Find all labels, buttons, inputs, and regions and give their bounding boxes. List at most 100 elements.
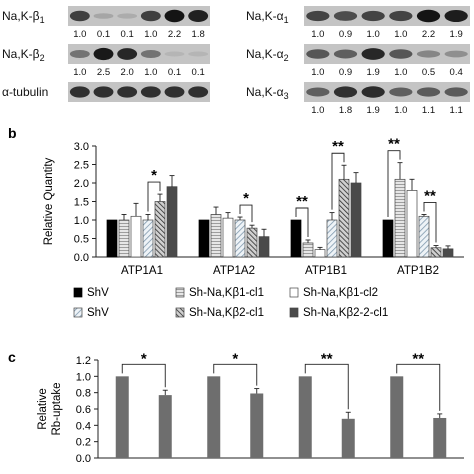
bar — [258, 236, 270, 258]
significance-label: * — [151, 167, 157, 184]
significance-bracket — [396, 363, 441, 411]
significance-bracket — [304, 363, 349, 410]
blot-band — [389, 10, 413, 22]
bar — [250, 393, 264, 458]
y-tick-label: 1.0 — [76, 371, 91, 383]
blot-band — [333, 49, 358, 59]
blot-quant-value: 1.1 — [422, 105, 435, 116]
significance-label: ** — [332, 138, 344, 155]
blot-quant-value: 0.9 — [339, 67, 352, 78]
bar — [338, 178, 350, 258]
blot-quant-value: 1.9 — [450, 29, 463, 40]
blot-band — [188, 10, 209, 22]
legend-label: Sh-Na,Kβ2-2-cl1 — [303, 307, 388, 319]
bar — [158, 395, 172, 458]
blot-quant-value: 1.0 — [144, 29, 157, 40]
legend-label: ShV — [87, 287, 109, 299]
blot-band — [306, 49, 330, 59]
x-tick-label: ATP1A1 — [121, 265, 163, 277]
blot-quant-value: 1.0 — [311, 29, 324, 40]
x-tick-label: ATP1B1 — [305, 265, 347, 277]
blot-quant-value: 0.5 — [422, 67, 435, 78]
bar — [166, 186, 178, 258]
blot-quant-value: 1.9 — [367, 67, 380, 78]
blot-band — [164, 86, 185, 98]
significance-bracket — [295, 207, 309, 237]
y-tick-label: 2.5 — [74, 160, 89, 172]
legend-swatch — [73, 287, 83, 298]
blot-band — [361, 10, 385, 22]
blot-band — [306, 10, 330, 22]
bar — [207, 376, 221, 458]
legend-swatch — [73, 307, 83, 318]
blot-quant-value: 1.0 — [73, 29, 86, 40]
blot-quant-value: 1.8 — [339, 105, 352, 116]
y-axis-label-line2: Rb-uptake — [51, 382, 63, 435]
y-tick-label: 2.0 — [74, 178, 89, 190]
x-tick-label: ATP1B2 — [397, 265, 439, 277]
bar — [394, 178, 406, 258]
y-axis-label: Relative Quantity — [43, 157, 55, 245]
significance-label: ** — [424, 187, 436, 204]
blot-quant-value: 0.1 — [192, 67, 205, 78]
bar — [433, 417, 447, 458]
blot-band — [416, 50, 441, 58]
y-axis-label-line1: Relative — [37, 388, 49, 430]
blot-quant-value: 0.1 — [97, 29, 110, 40]
blot-quant-value: 1.0 — [73, 67, 86, 78]
bar — [118, 219, 130, 258]
blot-row-label: α-tubulin — [2, 85, 48, 99]
blot-quant-value: 0.4 — [450, 67, 463, 78]
bar — [154, 201, 166, 258]
significance-bracket — [239, 204, 253, 223]
blot-quant-value: 2.2 — [168, 29, 181, 40]
blot-band — [164, 9, 185, 23]
bar — [115, 376, 129, 458]
bar — [234, 219, 246, 258]
legend-swatch — [289, 287, 299, 298]
blot-band — [140, 86, 161, 98]
blot-row-label: Na,K-β1 — [2, 9, 45, 25]
panel-b-relative-quantity-chart: b Relative Quantity 0.0 0.5 1.0 1.5 2.0 2.5 3.0 A… — [8, 125, 464, 319]
blot-band — [416, 87, 441, 97]
blot-row-label: Na,K-α3 — [246, 85, 289, 101]
bar — [298, 376, 312, 458]
blot-band — [389, 87, 413, 97]
significance-label: * — [232, 350, 238, 367]
bar — [382, 219, 394, 258]
blot-row-label: Na,K-β2 — [2, 47, 45, 63]
blot-band — [188, 86, 209, 98]
blot-quant-value: 1.9 — [367, 105, 380, 116]
blot-strip — [304, 44, 470, 64]
blot-band — [140, 49, 161, 59]
y-tick-label: 0.0 — [74, 252, 89, 264]
bar — [406, 190, 418, 258]
blot-band — [361, 48, 385, 60]
blot-row-label: Na,K-α1 — [246, 9, 289, 25]
bar — [130, 215, 142, 258]
legend-label: Sh-Na,Kβ1-cl1 — [189, 287, 264, 299]
blot-quant-value: 1.0 — [144, 67, 157, 78]
significance-bracket — [331, 152, 345, 210]
y-tick-label: 1.5 — [74, 197, 89, 209]
bar — [246, 227, 258, 258]
blot-quant-value: 0.1 — [121, 29, 134, 40]
blot-band — [93, 47, 114, 61]
blot-quant-value: 1.0 — [394, 29, 407, 40]
bar — [390, 376, 404, 458]
blot-band — [140, 10, 161, 22]
blot-band — [306, 87, 330, 97]
y-tick-label: 0.8 — [76, 388, 91, 400]
blot-band — [389, 49, 413, 59]
significance-label: ** — [412, 350, 424, 367]
legend-swatch — [175, 287, 185, 298]
blot-band — [117, 13, 138, 19]
legend-label: Sh-Na,Kβ2-cl1 — [189, 307, 264, 319]
legend-label: ShV — [87, 307, 109, 319]
blot-quant-value: 1.0 — [311, 105, 324, 116]
significance-label: * — [243, 190, 249, 207]
bar — [142, 219, 154, 258]
bar — [341, 418, 355, 458]
x-tick-label: ATP1A2 — [213, 265, 255, 277]
bar — [442, 248, 454, 258]
